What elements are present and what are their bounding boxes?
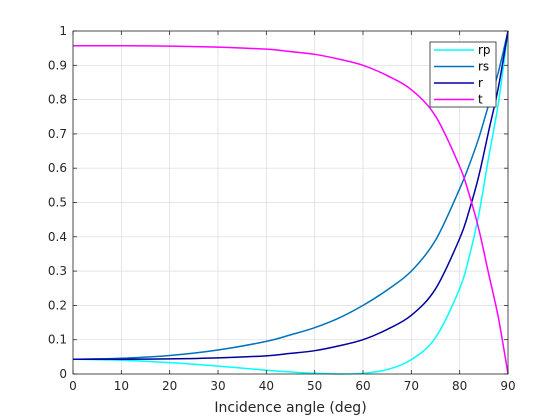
y-tick-label: 0.9 (48, 58, 67, 72)
legend-box (429, 41, 497, 108)
y-tick-label: 0.1 (48, 333, 67, 347)
y-tick-label: 0.8 (48, 93, 67, 107)
legend: rp rs rt (429, 41, 497, 108)
x-tick-label: 60 (355, 379, 370, 393)
x-tick-label: 50 (307, 379, 322, 393)
y-tick-label: 0.3 (48, 264, 67, 278)
axis-ticks: 0 10 20 30 40 50 60 70 80 90 0 0.1 0.2 0.3 0.4 0.5 0.6 0.… (48, 24, 516, 393)
x-tick-label: 80 (452, 379, 467, 393)
y-tick-label: 0.5 (48, 196, 67, 210)
legend-label-t: t (478, 93, 483, 107)
y-tick-label: 0.4 (48, 230, 67, 244)
series-line-r (72, 30, 509, 361)
grid (72, 30, 509, 375)
y-tick-label: 0.2 (48, 298, 67, 312)
x-tick-label: 20 (162, 379, 177, 393)
series-lines (72, 30, 509, 375)
legend-label-rp: rp (478, 43, 491, 57)
x-tick-label: 40 (259, 379, 274, 393)
x-axis-label: Incidence angle (deg) (214, 400, 366, 416)
y-tick-label: 1 (59, 24, 67, 38)
y-tick-label: 0 (59, 367, 67, 381)
y-tick-label: 0.6 (48, 161, 67, 175)
x-tick-label: 10 (114, 379, 129, 393)
x-tick-label: 0 (69, 379, 77, 393)
legend-label-rs: rs (478, 60, 489, 74)
series-line-rp (72, 30, 509, 375)
x-tick-label: 70 (404, 379, 419, 393)
x-tick-label: 90 (500, 379, 515, 393)
legend-label-r: r (478, 76, 483, 90)
y-tick-label: 0.7 (48, 127, 67, 141)
series-line-t (72, 44, 509, 375)
series-line-rs (72, 30, 509, 360)
x-tick-label: 30 (210, 379, 225, 393)
